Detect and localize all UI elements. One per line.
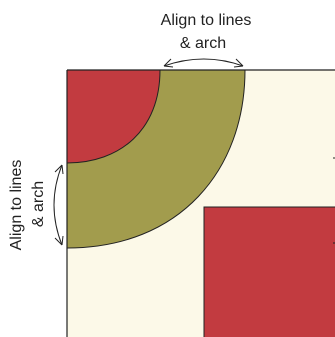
side-label-line2: & arch [30, 181, 47, 227]
red-quarter-circle [67, 70, 161, 164]
top-label-line1: Align to lines [161, 12, 252, 29]
side-double-arrow [53, 164, 64, 246]
top-double-arrow [163, 58, 244, 68]
red-square [203, 206, 335, 337]
top-label-line2: & arch [180, 35, 226, 52]
side-label-line1: Align to lines [8, 160, 25, 251]
